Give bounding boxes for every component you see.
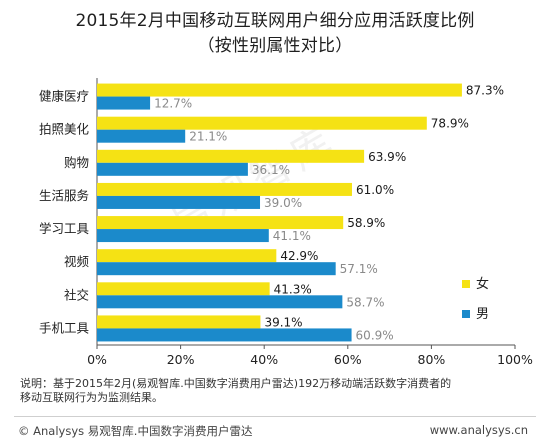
category-label: 拍照美化 xyxy=(39,122,90,137)
x-tick-label: 100% xyxy=(497,352,533,367)
bar-female xyxy=(97,249,277,263)
category-label: 视频 xyxy=(64,254,90,269)
bar-female xyxy=(97,182,352,196)
bar-female xyxy=(97,282,270,296)
bar-female xyxy=(97,116,427,130)
bar-male xyxy=(97,162,248,176)
data-label: 41.3% xyxy=(274,282,312,296)
category-label: 社交 xyxy=(64,287,89,302)
category-label: 生活服务 xyxy=(39,188,89,203)
footer-divider xyxy=(14,416,536,417)
data-label: 58.7% xyxy=(346,295,384,309)
x-tick-label: 0% xyxy=(87,352,107,367)
category-label: 手机工具 xyxy=(39,320,90,335)
note-line-2: 移动互联网行为为监测结果。 xyxy=(20,391,163,404)
x-tick-label: 80% xyxy=(418,352,446,367)
data-label: 39.1% xyxy=(264,315,302,329)
data-label: 36.1% xyxy=(252,163,290,177)
bar-male xyxy=(97,229,269,243)
bar-male xyxy=(97,262,336,276)
category-label: 学习工具 xyxy=(39,221,90,236)
bar-female xyxy=(97,149,365,163)
bar-male xyxy=(97,96,151,110)
data-label: 42.9% xyxy=(280,249,318,263)
x-tick-label: 20% xyxy=(167,352,195,367)
footer-url: www.analysys.cn xyxy=(429,423,528,437)
x-tick-label: 60% xyxy=(334,352,362,367)
legend-swatch xyxy=(462,310,470,318)
data-label: 41.1% xyxy=(273,229,311,243)
data-label: 60.9% xyxy=(356,328,394,342)
data-label: 57.1% xyxy=(340,262,378,276)
data-label: 61.0% xyxy=(356,183,394,197)
bar-male xyxy=(97,295,343,309)
data-label: 12.7% xyxy=(154,97,192,111)
note-line-1: 说明：基于2015年2月(易观智库.中国数字消费用户雷达)192万移动端活跃数字… xyxy=(20,377,452,390)
bar-female xyxy=(97,83,462,97)
bar-male xyxy=(97,195,261,209)
legend-label: 男 xyxy=(476,307,489,322)
bar-male xyxy=(97,328,352,342)
x-tick-label: 40% xyxy=(250,352,278,367)
footer-copyright: © Analysys 易观智库.中国数字消费用户雷达 xyxy=(18,424,253,438)
category-label: 健康医疗 xyxy=(39,89,89,104)
data-label: 87.3% xyxy=(466,84,504,98)
bar-female xyxy=(97,315,261,329)
bar-female xyxy=(97,216,344,230)
category-label: 购物 xyxy=(64,155,89,170)
data-label: 63.9% xyxy=(368,150,406,164)
legend-label: 女 xyxy=(476,276,489,292)
chart-subtitle: （按性别属性对比） xyxy=(197,36,353,56)
chart-title: 2015年2月中国移动互联网用户细分应用活跃度比例 xyxy=(75,11,475,31)
bar-male xyxy=(97,129,186,143)
data-label: 78.9% xyxy=(431,117,469,131)
data-label: 58.9% xyxy=(347,216,385,230)
data-label: 39.0% xyxy=(264,196,302,210)
legend-swatch xyxy=(462,280,470,288)
data-label: 21.1% xyxy=(189,130,227,144)
